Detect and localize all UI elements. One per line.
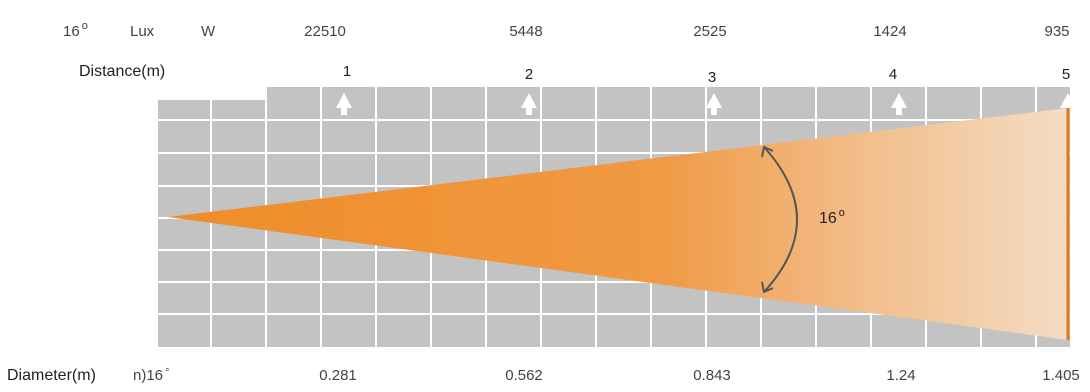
distance-label: Distance(m) — [79, 63, 166, 80]
distance-value-5: 5 — [1061, 66, 1071, 83]
lux-value-3: 2525 — [693, 23, 727, 40]
beam-cone — [168, 108, 1068, 340]
lux-label: Lux — [130, 23, 155, 40]
distance-value-3: 3 — [707, 69, 717, 86]
distance-marker-4-stem — [896, 108, 902, 115]
distance-marker-2 — [521, 93, 537, 108]
distance-marker-4 — [891, 93, 907, 108]
distance-value-4: 4 — [888, 66, 898, 83]
beam-angle-value: 16 — [819, 210, 837, 227]
diameter-angle-prefix: n)16 — [133, 367, 164, 384]
header-angle-value: 16 — [63, 23, 80, 40]
distance-marker-5 — [1060, 93, 1076, 108]
distance-marker-2-stem — [526, 108, 532, 115]
distance-marker-3 — [706, 93, 722, 108]
angle-arc-arrow-bottom — [761, 281, 774, 294]
diameter-value-3: 0.843 — [693, 367, 731, 384]
angle-arc — [763, 146, 798, 293]
lux-value-1: 22510 — [304, 23, 346, 40]
diameter-value-2: 0.562 — [505, 367, 543, 384]
header-angle-label: 16 o — [63, 21, 88, 40]
distance-value-2: 2 — [524, 66, 534, 83]
lux-value-4: 1424 — [873, 23, 907, 40]
diameter-value-5: 1.405 — [1042, 367, 1080, 384]
distance-value-1: 1 — [342, 63, 352, 80]
distance-marker-1-stem — [341, 108, 347, 115]
lux-value-5: 935 — [1044, 23, 1070, 40]
diameter-angle-degree: ° — [165, 367, 170, 379]
diameter-value-1: 0.281 — [319, 367, 357, 384]
w-label: W — [201, 23, 216, 40]
beam-angle-label: 16 o — [819, 208, 845, 227]
distance-marker-1 — [336, 93, 352, 108]
lux-value-2: 5448 — [509, 23, 543, 40]
diameter-label: Diameter(m) — [7, 367, 96, 384]
beam-angle-degree: o — [838, 207, 845, 219]
angle-arc-arrow-top — [761, 145, 774, 158]
diameter-angle-label: n)16 ° — [133, 367, 170, 384]
distance-marker-3-stem — [711, 108, 717, 115]
header-angle-degree: o — [81, 20, 88, 32]
diameter-value-4: 1.24 — [886, 367, 916, 384]
